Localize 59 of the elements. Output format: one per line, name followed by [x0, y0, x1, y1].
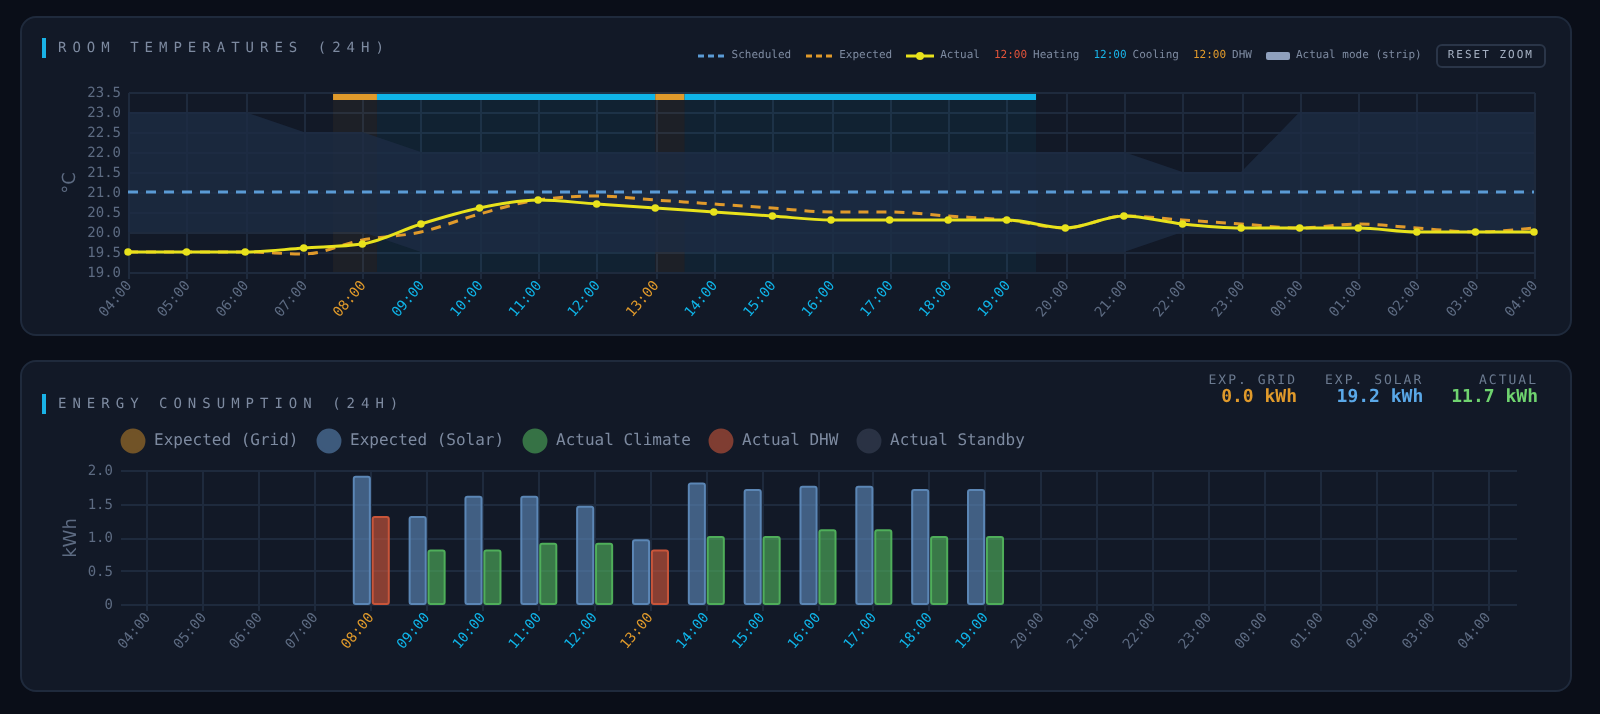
- bar: [706, 536, 725, 605]
- bar: [930, 536, 949, 605]
- bar: [352, 475, 371, 605]
- bar: [743, 489, 762, 605]
- bar: [855, 485, 874, 605]
- point: [1061, 224, 1070, 232]
- bar: [967, 489, 986, 605]
- legend-label: Actual Standby: [890, 431, 1026, 450]
- point: [241, 248, 249, 256]
- bar: [631, 539, 651, 605]
- point: [1295, 224, 1304, 232]
- point: [1178, 220, 1187, 228]
- point: [475, 204, 484, 212]
- text: 11.7 kWh: [1451, 388, 1538, 408]
- legend-label: Actual DHW: [742, 431, 839, 450]
- point: [592, 200, 601, 208]
- point: [1471, 228, 1480, 236]
- bar: [427, 549, 446, 605]
- point: [1354, 224, 1362, 232]
- point: [300, 244, 308, 252]
- point: [827, 216, 835, 224]
- bar: [520, 495, 539, 605]
- point: [1237, 224, 1245, 232]
- text: 19.2 kWh: [1334, 388, 1424, 408]
- bar: [408, 515, 427, 605]
- bar: [464, 495, 483, 605]
- y-axis-title: kWh: [61, 518, 82, 558]
- point: [768, 212, 777, 220]
- point: [710, 208, 718, 216]
- bar: [650, 549, 669, 605]
- point: [534, 196, 542, 204]
- text: 0.0 kWh: [1219, 388, 1297, 408]
- point: [885, 216, 894, 224]
- point: [1413, 228, 1421, 236]
- bar: [985, 536, 1005, 605]
- bar: [539, 542, 558, 605]
- bar: [595, 542, 614, 605]
- point: [417, 220, 425, 228]
- point: [944, 216, 952, 224]
- point: [1120, 212, 1128, 220]
- legend-label: Expected (Solar): [350, 431, 505, 450]
- bar: [799, 485, 818, 605]
- point: [1003, 216, 1011, 224]
- bar: [762, 536, 781, 605]
- bar: [911, 489, 930, 605]
- point: [182, 248, 191, 256]
- point: [124, 248, 132, 256]
- point: [651, 204, 659, 212]
- point: [1530, 228, 1538, 236]
- bar: [576, 505, 595, 605]
- bar: [874, 529, 893, 605]
- bar: [687, 482, 706, 605]
- bar: [818, 529, 837, 605]
- legend-label: Actual Climate: [556, 431, 692, 450]
- point: [358, 240, 367, 248]
- bar: [371, 515, 390, 605]
- bar: [483, 549, 502, 605]
- y-axis-title: °C: [61, 172, 82, 194]
- legend-label: Expected (Grid): [154, 431, 299, 450]
